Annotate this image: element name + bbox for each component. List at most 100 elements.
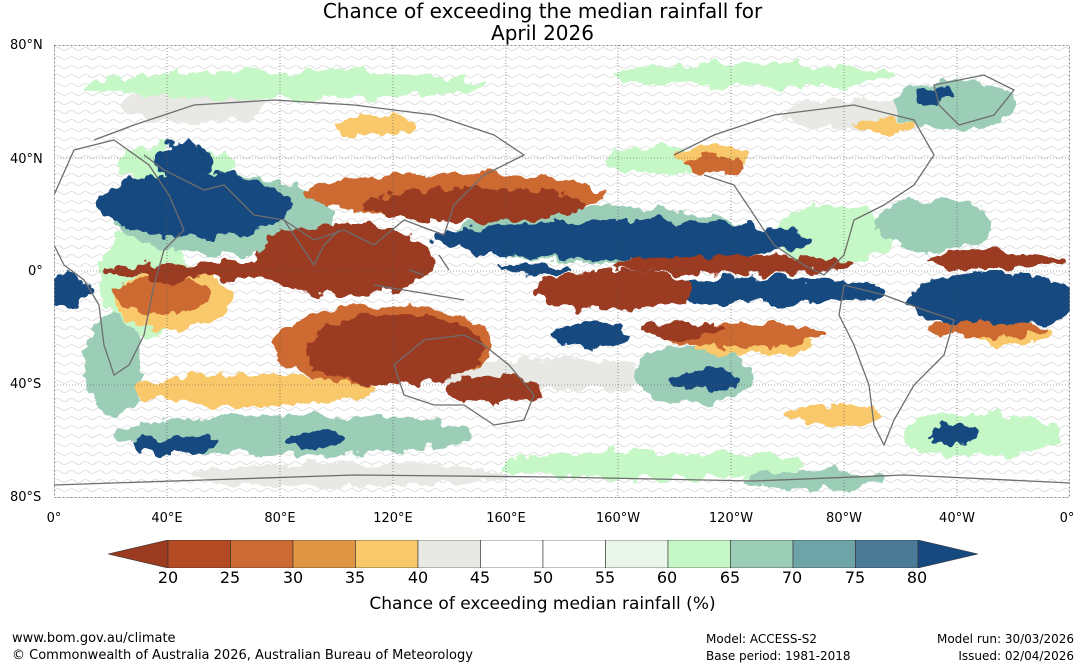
rainfall-probability-map xyxy=(54,45,1070,498)
wet-light-patch xyxy=(614,63,894,87)
lon-label-0: 0° xyxy=(46,511,62,526)
north-america-coastline xyxy=(673,104,935,276)
coastlines xyxy=(54,74,1070,486)
wet-strong-patch xyxy=(284,432,344,448)
colorbar-cell-75-80 xyxy=(855,540,919,568)
dry-light-patch xyxy=(134,374,374,406)
lat-label-80n: 80°N xyxy=(10,38,43,53)
colorbar-cell-70-75 xyxy=(792,540,856,568)
dry-strong-patch xyxy=(364,189,584,221)
colorbar-tick-45: 45 xyxy=(469,568,491,587)
graticule xyxy=(54,45,1070,498)
copyright-notice: © Commonwealth of Australia 2026, Austra… xyxy=(12,648,473,663)
lon-label-160e: 160°E xyxy=(486,511,526,526)
colorbar-above-max-triangle xyxy=(917,540,978,568)
dry-patch xyxy=(684,155,744,175)
antarctica-coastline xyxy=(54,474,1070,486)
colorbar-cell-35-40 xyxy=(355,540,419,568)
colorbar-tick-55: 55 xyxy=(594,568,616,587)
dry-strong-patch xyxy=(144,265,184,285)
map-title-line-2: April 2026 xyxy=(491,21,594,45)
lon-label-80w: 80°W xyxy=(826,511,862,526)
colorbar-label: Chance of exceeding median rainfall (%) xyxy=(369,594,716,614)
wet-strong-patch xyxy=(554,323,634,347)
colorbar-below-min-triangle xyxy=(108,540,169,568)
dry-strong-patch xyxy=(534,270,694,310)
dry-light-patch xyxy=(784,405,884,425)
colorbar-cell-50-55 xyxy=(542,540,606,568)
lon-label-80e: 80°E xyxy=(264,511,296,526)
colorbar-cell-45-50 xyxy=(480,540,544,568)
colorbar-tick-70: 70 xyxy=(781,568,803,587)
dry-patch xyxy=(924,322,1044,338)
south-america-coastline xyxy=(838,284,955,447)
issued-date: Issued: 02/04/2026 xyxy=(958,649,1074,663)
wet-strong-patch xyxy=(134,437,214,453)
wet-patch xyxy=(84,315,144,415)
dry-strong-patch xyxy=(254,224,434,296)
wet-strong-patch xyxy=(154,142,214,178)
lon-label-120w: 120°W xyxy=(708,511,754,526)
lon-label-40e: 40°E xyxy=(151,511,183,526)
wet-light-patch xyxy=(904,413,1064,457)
dry-light-patch xyxy=(854,117,914,133)
dry-light-patch xyxy=(334,115,414,135)
lat-label-40s: 40°S xyxy=(10,377,42,392)
greenland-coastline xyxy=(933,74,1016,126)
map-title-line-1: Chance of exceeding the median rainfall … xyxy=(322,0,763,23)
colorbar-tick-30: 30 xyxy=(282,568,304,587)
wet-strong-patch xyxy=(664,277,884,305)
dry-patch xyxy=(114,277,214,313)
colorbar-cell-55-60 xyxy=(605,540,669,568)
dry-strong-patch xyxy=(614,255,854,275)
colorbar-cell-30-35 xyxy=(292,540,356,568)
wet-light-patch xyxy=(504,451,804,479)
wet-patch xyxy=(744,470,884,490)
lon-label-40w: 40°W xyxy=(939,511,975,526)
wet-strong-patch xyxy=(669,370,739,390)
colorbar-cell-40-45 xyxy=(417,540,481,568)
colorbar-tick-25: 25 xyxy=(219,568,241,587)
india-coastline xyxy=(283,219,340,267)
base-period: Base period: 1981-2018 xyxy=(706,649,851,663)
colorbar-cell-60-65 xyxy=(667,540,731,568)
model-name: Model: ACCESS-S2 xyxy=(706,632,818,646)
colorbar-tick-50: 50 xyxy=(532,568,554,587)
colorbar-tick-75: 75 xyxy=(844,568,866,587)
colorbar-cell-25-30 xyxy=(230,540,294,568)
colorbar-tick-40: 40 xyxy=(407,568,429,587)
lon-label-120e: 120°E xyxy=(373,511,413,526)
model-run-date: Model run: 30/03/2026 xyxy=(936,632,1074,646)
colorbar-tick-60: 60 xyxy=(656,568,678,587)
wet-strong-patch xyxy=(929,425,979,445)
lat-label-80s: 80°S xyxy=(10,490,42,505)
lon-label-0-right: 0° xyxy=(1059,511,1075,526)
africa-coastline xyxy=(54,139,185,377)
colorbar-cell-20-25 xyxy=(167,540,231,568)
website-url: www.bom.gov.au/climate xyxy=(12,631,176,646)
colorbar-tick-65: 65 xyxy=(719,568,741,587)
dry-strong-patch xyxy=(304,315,484,385)
wet-strong-patch xyxy=(499,264,569,276)
wet-patch xyxy=(874,200,994,250)
lat-label-equator: 0° xyxy=(28,264,43,279)
lon-label-160w: 160°W xyxy=(595,511,641,526)
wet-strong-patch xyxy=(909,272,1070,328)
colorbar-legend xyxy=(108,540,978,568)
map-frame xyxy=(54,45,1070,498)
australia-coastline xyxy=(393,334,535,426)
wet-strong-patch xyxy=(914,87,954,103)
eurasia-coastline xyxy=(93,99,526,246)
wet-strong-patch xyxy=(54,272,89,308)
wet-light-patch xyxy=(84,71,484,99)
colorbar-tick-35: 35 xyxy=(344,568,366,587)
colorbar-tick-20: 20 xyxy=(157,568,179,587)
dry-strong-patch xyxy=(924,251,1064,269)
wet-strong-patch xyxy=(99,173,289,237)
lat-label-40n: 40°N xyxy=(10,152,43,167)
wet-light-patch xyxy=(774,205,894,265)
dry-strong-patch xyxy=(644,322,724,338)
wet-strong-patch xyxy=(434,220,814,260)
colorbar-tick-80: 80 xyxy=(906,568,928,587)
dry-strong-patch xyxy=(444,375,544,405)
